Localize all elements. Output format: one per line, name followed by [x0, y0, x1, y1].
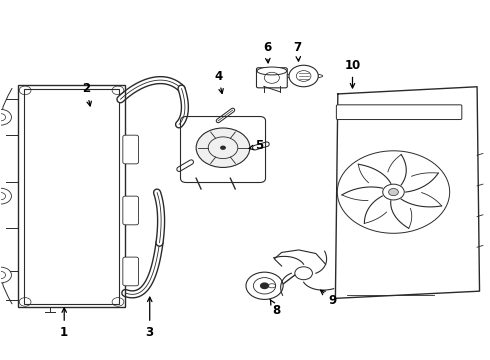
Circle shape — [389, 189, 398, 195]
FancyBboxPatch shape — [123, 135, 139, 164]
Circle shape — [0, 188, 11, 204]
Circle shape — [220, 145, 226, 150]
Text: 3: 3 — [146, 297, 154, 339]
Text: 5: 5 — [249, 139, 264, 152]
Bar — [18, 85, 125, 307]
Circle shape — [260, 282, 269, 289]
Text: 8: 8 — [270, 299, 281, 318]
Circle shape — [337, 151, 450, 233]
Text: 7: 7 — [294, 41, 302, 61]
Text: 9: 9 — [320, 290, 337, 307]
Text: 6: 6 — [263, 41, 271, 63]
Ellipse shape — [257, 67, 287, 75]
Polygon shape — [335, 87, 480, 298]
Circle shape — [295, 267, 313, 280]
Text: 10: 10 — [344, 59, 361, 88]
Circle shape — [0, 267, 11, 283]
Circle shape — [196, 128, 250, 167]
Text: 4: 4 — [214, 69, 223, 94]
Circle shape — [0, 109, 11, 125]
Circle shape — [246, 272, 283, 300]
Bar — [24, 89, 120, 304]
FancyBboxPatch shape — [256, 68, 287, 88]
FancyBboxPatch shape — [123, 257, 139, 286]
Bar — [18, 85, 125, 307]
FancyBboxPatch shape — [123, 196, 139, 225]
Circle shape — [289, 65, 318, 87]
FancyBboxPatch shape — [336, 105, 462, 120]
Text: 2: 2 — [82, 82, 91, 106]
Text: 1: 1 — [60, 308, 68, 339]
Circle shape — [383, 184, 404, 200]
